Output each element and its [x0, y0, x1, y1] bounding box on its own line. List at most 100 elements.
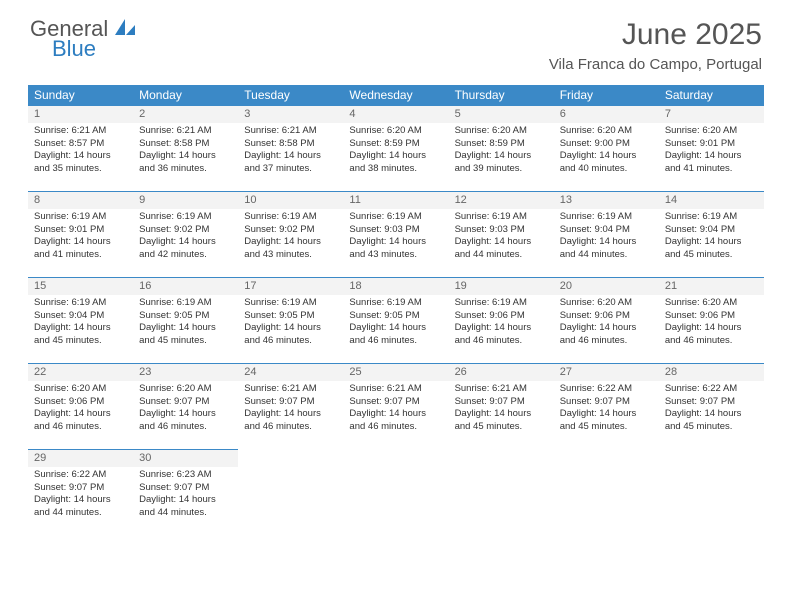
sunset-line: Sunset: 8:58 PM — [139, 138, 232, 151]
sunset-line: Sunset: 9:07 PM — [139, 482, 232, 495]
sunset-line: Sunset: 9:04 PM — [560, 224, 653, 237]
day-number: 27 — [554, 364, 659, 381]
day-number: 9 — [133, 192, 238, 209]
daylight-line: Daylight: 14 hours and 43 minutes. — [244, 236, 337, 262]
day-number: 11 — [343, 192, 448, 209]
day-number: 28 — [659, 364, 764, 381]
sunrise-line: Sunrise: 6:21 AM — [244, 125, 337, 138]
day-number: 7 — [659, 106, 764, 123]
sunset-line: Sunset: 9:07 PM — [139, 396, 232, 409]
day-number: 3 — [238, 106, 343, 123]
calendar-cell — [343, 450, 448, 536]
sunrise-line: Sunrise: 6:20 AM — [560, 125, 653, 138]
sunset-line: Sunset: 9:06 PM — [665, 310, 758, 323]
day-number: 14 — [659, 192, 764, 209]
daylight-line: Daylight: 14 hours and 45 minutes. — [665, 408, 758, 434]
calendar-cell: 20Sunrise: 6:20 AMSunset: 9:06 PMDayligh… — [554, 278, 659, 364]
calendar-cell: 9Sunrise: 6:19 AMSunset: 9:02 PMDaylight… — [133, 192, 238, 278]
sunset-line: Sunset: 8:59 PM — [349, 138, 442, 151]
sunset-line: Sunset: 9:02 PM — [244, 224, 337, 237]
weekday-header: Saturday — [659, 85, 764, 106]
sunset-line: Sunset: 9:05 PM — [139, 310, 232, 323]
calendar-row: 29Sunrise: 6:22 AMSunset: 9:07 PMDayligh… — [28, 450, 764, 536]
sunrise-line: Sunrise: 6:21 AM — [349, 383, 442, 396]
calendar-cell: 17Sunrise: 6:19 AMSunset: 9:05 PMDayligh… — [238, 278, 343, 364]
daylight-line: Daylight: 14 hours and 46 minutes. — [244, 408, 337, 434]
weekday-header: Tuesday — [238, 85, 343, 106]
daylight-line: Daylight: 14 hours and 45 minutes. — [139, 322, 232, 348]
calendar-cell: 5Sunrise: 6:20 AMSunset: 8:59 PMDaylight… — [449, 106, 554, 192]
day-number: 1 — [28, 106, 133, 123]
month-title: June 2025 — [549, 18, 762, 52]
day-number: 12 — [449, 192, 554, 209]
sunset-line: Sunset: 8:58 PM — [244, 138, 337, 151]
calendar-cell: 6Sunrise: 6:20 AMSunset: 9:00 PMDaylight… — [554, 106, 659, 192]
daylight-line: Daylight: 14 hours and 41 minutes. — [34, 236, 127, 262]
sunrise-line: Sunrise: 6:21 AM — [34, 125, 127, 138]
daylight-line: Daylight: 14 hours and 38 minutes. — [349, 150, 442, 176]
calendar-cell: 3Sunrise: 6:21 AMSunset: 8:58 PMDaylight… — [238, 106, 343, 192]
calendar-table: Sunday Monday Tuesday Wednesday Thursday… — [28, 85, 764, 536]
day-number: 15 — [28, 278, 133, 295]
calendar-cell: 7Sunrise: 6:20 AMSunset: 9:01 PMDaylight… — [659, 106, 764, 192]
header: General Blue June 2025 Vila Franca do Ca… — [0, 0, 792, 77]
daylight-line: Daylight: 14 hours and 46 minutes. — [455, 322, 548, 348]
calendar-cell: 18 Sunrise: 6:19 AMSunset: 9:05 PMDayligh… — [343, 278, 448, 364]
day-number: 30 — [133, 450, 238, 467]
calendar-cell: 1Sunrise: 6:21 AMSunset: 8:57 PMDaylight… — [28, 106, 133, 192]
calendar-cell: 12Sunrise: 6:19 AMSunset: 9:03 PMDayligh… — [449, 192, 554, 278]
calendar-cell: 16 Sunrise: 6:19 AMSunset: 9:05 PMDayligh… — [133, 278, 238, 364]
title-block: June 2025 Vila Franca do Campo, Portugal — [549, 18, 762, 73]
sunrise-line: Sunrise: 6:19 AM — [560, 211, 653, 224]
day-number: 8 — [28, 192, 133, 209]
sunrise-line: Sunrise: 6:19 AM — [34, 297, 127, 310]
calendar-cell: 23Sunrise: 6:20 AMSunset: 9:07 PMDayligh… — [133, 364, 238, 450]
daylight-line: Daylight: 14 hours and 46 minutes. — [349, 322, 442, 348]
daylight-line: Daylight: 14 hours and 46 minutes. — [34, 408, 127, 434]
weekday-header: Thursday — [449, 85, 554, 106]
sunrise-line: Sunrise: 6:22 AM — [665, 383, 758, 396]
sunset-line: Sunset: 9:05 PM — [244, 310, 337, 323]
sunset-line: Sunset: 9:06 PM — [455, 310, 548, 323]
sunrise-line: Sunrise: 6:19 AM — [349, 297, 442, 310]
daylight-line: Daylight: 14 hours and 45 minutes. — [560, 408, 653, 434]
day-number: 18 — [343, 278, 448, 295]
calendar-cell: 10Sunrise: 6:19 AMSunset: 9:02 PMDayligh… — [238, 192, 343, 278]
logo-text: General Blue — [30, 18, 136, 60]
sunset-line: Sunset: 9:01 PM — [665, 138, 758, 151]
calendar-cell: 24Sunrise: 6:21 AMSunset: 9:07 PMDayligh… — [238, 364, 343, 450]
weekday-header: Wednesday — [343, 85, 448, 106]
sunrise-line: Sunrise: 6:19 AM — [455, 297, 548, 310]
sunrise-line: Sunrise: 6:20 AM — [560, 297, 653, 310]
sunrise-line: Sunrise: 6:19 AM — [34, 211, 127, 224]
weekday-header: Friday — [554, 85, 659, 106]
daylight-line: Daylight: 14 hours and 46 minutes. — [349, 408, 442, 434]
daylight-line: Daylight: 14 hours and 39 minutes. — [455, 150, 548, 176]
sunset-line: Sunset: 9:07 PM — [34, 482, 127, 495]
day-number: 25 — [343, 364, 448, 381]
sunset-line: Sunset: 9:03 PM — [455, 224, 548, 237]
sunrise-line: Sunrise: 6:21 AM — [244, 383, 337, 396]
sunrise-line: Sunrise: 6:20 AM — [139, 383, 232, 396]
calendar-cell: 2Sunrise: 6:21 AMSunset: 8:58 PMDaylight… — [133, 106, 238, 192]
daylight-line: Daylight: 14 hours and 44 minutes. — [139, 494, 232, 520]
daylight-line: Daylight: 14 hours and 44 minutes. — [560, 236, 653, 262]
sunrise-line: Sunrise: 6:19 AM — [244, 211, 337, 224]
calendar-cell: 14Sunrise: 6:19 AMSunset: 9:04 PMDayligh… — [659, 192, 764, 278]
day-number: 13 — [554, 192, 659, 209]
location: Vila Franca do Campo, Portugal — [549, 56, 762, 73]
calendar-cell: 25Sunrise: 6:21 AMSunset: 9:07 PMDayligh… — [343, 364, 448, 450]
calendar-cell: 4Sunrise: 6:20 AMSunset: 8:59 PMDaylight… — [343, 106, 448, 192]
sunrise-line: Sunrise: 6:19 AM — [139, 297, 232, 310]
sunrise-line: Sunrise: 6:21 AM — [139, 125, 232, 138]
calendar-row: 22Sunrise: 6:20 AMSunset: 9:06 PMDayligh… — [28, 364, 764, 450]
calendar-cell: 13 Sunrise: 6:19 AMSunset: 9:04 PMDayligh… — [554, 192, 659, 278]
daylight-line: Daylight: 14 hours and 42 minutes. — [139, 236, 232, 262]
day-number: 19 — [449, 278, 554, 295]
sunrise-line: Sunrise: 6:23 AM — [139, 469, 232, 482]
sunset-line: Sunset: 9:07 PM — [455, 396, 548, 409]
day-number: 16 — [133, 278, 238, 295]
sunset-line: Sunset: 9:07 PM — [560, 396, 653, 409]
sunset-line: Sunset: 9:04 PM — [34, 310, 127, 323]
sunset-line: Sunset: 9:05 PM — [349, 310, 442, 323]
